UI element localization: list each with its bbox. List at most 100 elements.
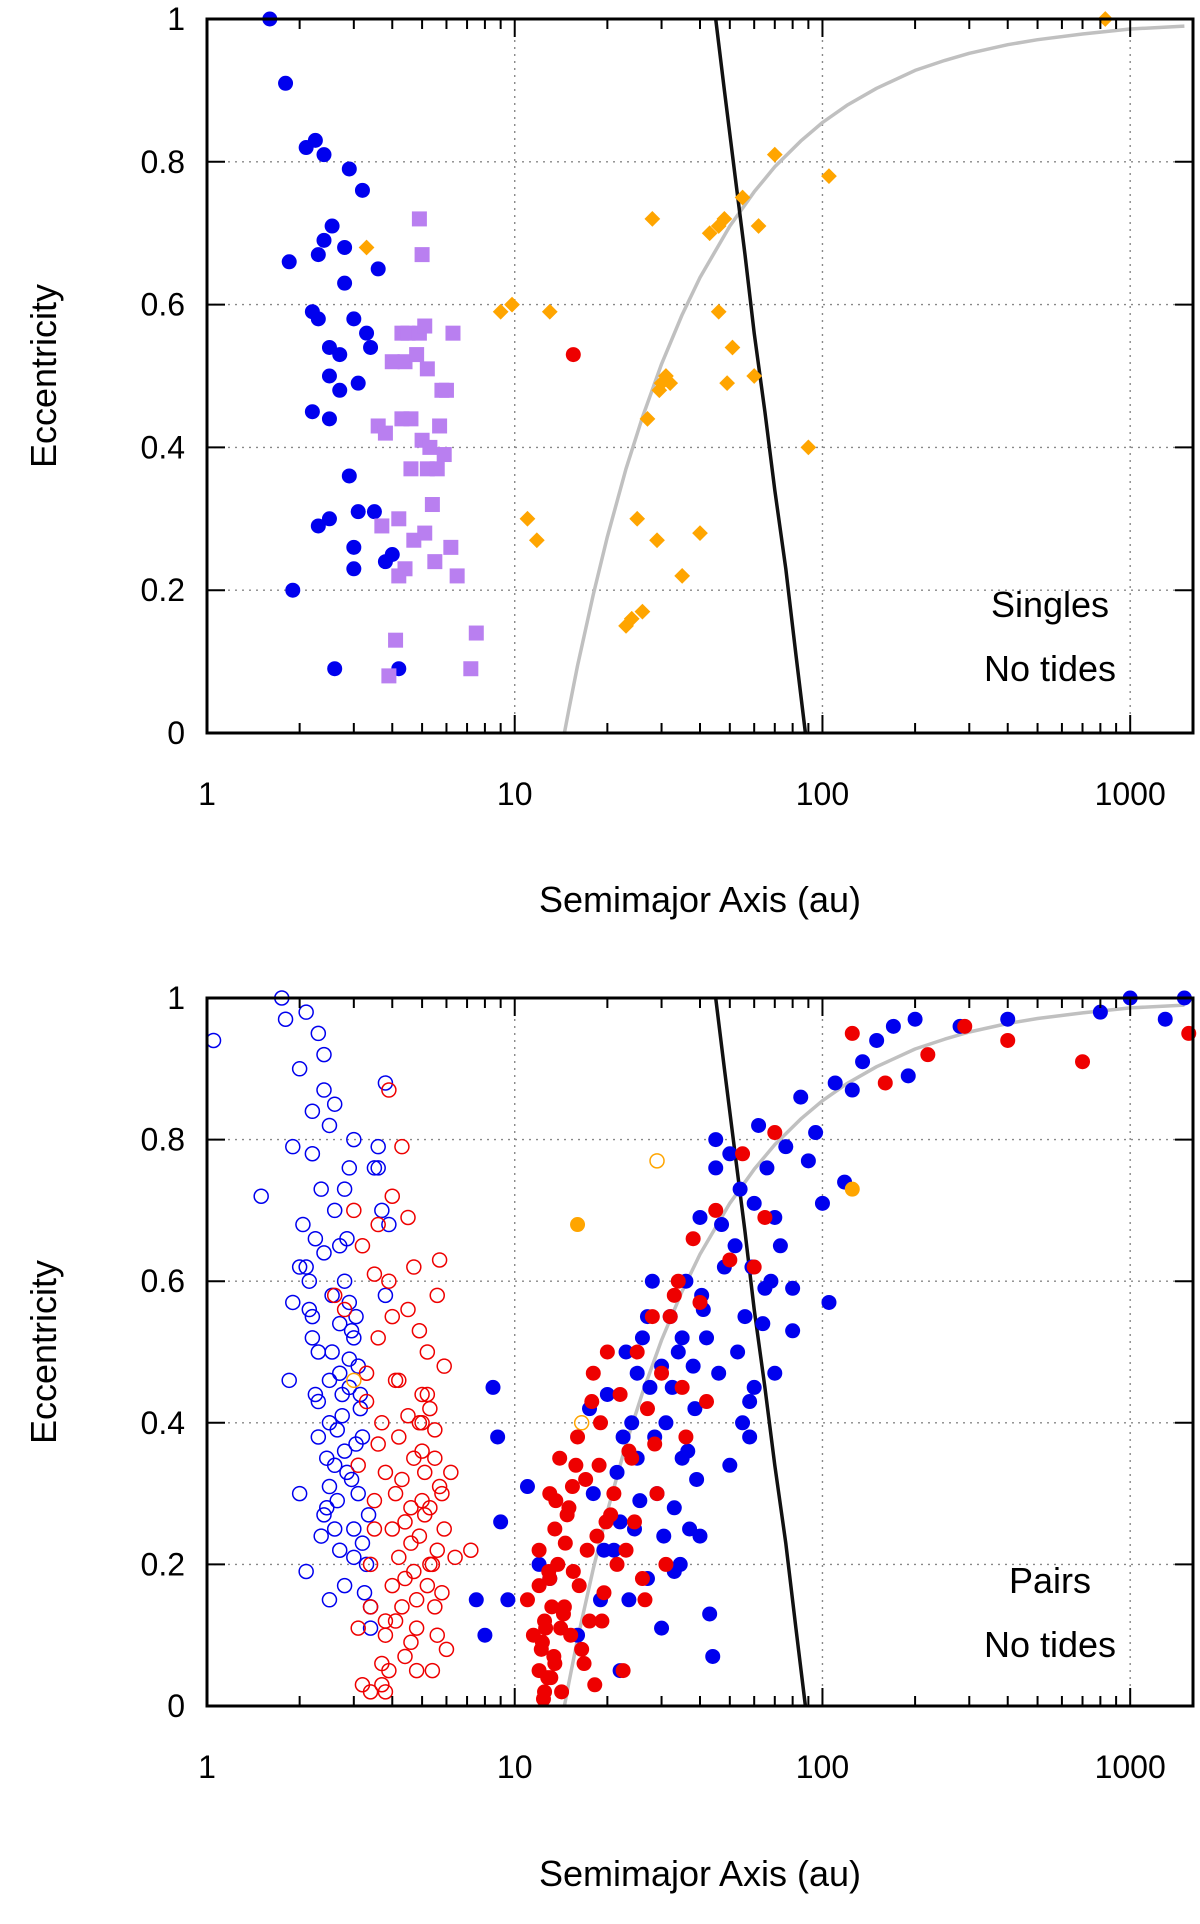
red-open-point (427, 1599, 443, 1615)
blue-open-point (298, 1004, 314, 1020)
red-filled-point (584, 1394, 600, 1410)
red-filled-point (639, 1401, 655, 1417)
blue-open-point (374, 1202, 390, 1219)
blue-filled-point (737, 1309, 753, 1325)
y-tick-label: 1 (167, 1, 185, 37)
red-open-point (384, 1521, 401, 1537)
red-filled-point (670, 1273, 686, 1289)
red-filled-point (594, 1613, 610, 1629)
red-filled-point (576, 1656, 592, 1672)
blue-open-point (377, 1287, 394, 1304)
blue-open-point (370, 1160, 386, 1176)
blue-filled-point (337, 239, 353, 255)
blue-open-point (319, 1500, 335, 1516)
red-filled-point (708, 1202, 724, 1218)
red-open-point (366, 1521, 383, 1537)
red-open-point (400, 1209, 416, 1226)
red-filled-point (538, 1620, 554, 1636)
blue-open-point (291, 1259, 308, 1275)
orange-filled-point (844, 1181, 860, 1197)
red-filled-point (559, 1507, 575, 1523)
blue-filled-point (599, 1386, 615, 1402)
red-filled-point (606, 1486, 622, 1502)
purple-squares-point (429, 461, 445, 477)
blue-filled-point (346, 561, 362, 577)
red-filled-point (574, 1641, 590, 1657)
blue-open-point (341, 1160, 358, 1176)
blue-filled-point (689, 1471, 705, 1487)
blue-open-point (339, 1230, 355, 1247)
purple-squares-point (438, 382, 454, 398)
blue-filled-point (742, 1394, 758, 1410)
red-filled-point (553, 1620, 569, 1636)
series-red-filled (519, 1018, 1197, 1707)
blue-open-point (301, 1301, 318, 1318)
blue-filled-point (332, 347, 348, 363)
red-open-point (463, 1542, 479, 1558)
blue-open-point (346, 1521, 362, 1537)
blue-open-point (362, 1620, 379, 1636)
purple-squares-point (374, 518, 390, 534)
purple-squares-point (468, 625, 484, 641)
purple-squares-point (409, 347, 425, 363)
red-filled-point (634, 1571, 650, 1587)
red-filled-point (568, 1457, 584, 1473)
blue-filled-point (337, 275, 353, 291)
red-filled-point (552, 1450, 568, 1466)
blue-open-point (321, 1117, 338, 1134)
blue-open-point (307, 1386, 324, 1403)
blue-filled-point (821, 1294, 837, 1310)
red-open-point (436, 1521, 452, 1537)
series-purple-squares (370, 211, 484, 684)
blue-open-point (336, 1577, 353, 1594)
blue-filled-point (722, 1457, 738, 1473)
blue-filled-point (907, 1011, 923, 1027)
purple-squares-point (424, 497, 440, 513)
red-open-point (403, 1500, 419, 1516)
blue-filled-point (670, 1344, 686, 1360)
red-filled-point (564, 1479, 580, 1495)
blue-filled-point (751, 1117, 767, 1133)
plot-frame (205, 17, 1195, 735)
blue-open-point (336, 1443, 353, 1459)
red-filled-point (647, 1436, 663, 1452)
red-filled-point (531, 1542, 547, 1558)
blue-open-point (291, 1485, 308, 1502)
red-filled-point (570, 1429, 586, 1445)
purple-squares-point (417, 318, 433, 334)
blue-filled-point (778, 1139, 794, 1155)
annotation-line-2: No tides (984, 1624, 1116, 1665)
blue-filled-point (800, 1153, 816, 1169)
blue-open-point (381, 1216, 397, 1233)
red-open-point (381, 1082, 397, 1098)
red-open-point (406, 1563, 422, 1580)
series-orange-filled (570, 1181, 860, 1233)
red-open-point (370, 1436, 386, 1452)
red-open-point (403, 1634, 419, 1651)
y-tick-label: 0.6 (141, 1263, 185, 1299)
blue-filled-point (363, 339, 379, 355)
red-open-point (384, 1577, 401, 1594)
red-filled-point (877, 1075, 893, 1091)
red-filled-point (547, 1521, 563, 1537)
red-open-point (387, 1613, 404, 1629)
series-red-open (326, 1082, 479, 1700)
purple-squares-point (381, 668, 397, 684)
data-points (205, 990, 1197, 1707)
purple-squares-point (463, 661, 479, 677)
red-filled-point (591, 1457, 607, 1473)
red-filled-point (674, 1379, 690, 1395)
blue-filled-point (900, 1068, 916, 1084)
purple-squares-point (432, 418, 448, 434)
blue-filled-point (714, 1217, 730, 1233)
blue-filled-point (370, 261, 386, 277)
orange-diamonds-point (821, 168, 837, 184)
blue-open-point (329, 1492, 345, 1509)
blue-open-point (348, 1308, 364, 1325)
blue-open-point (366, 1160, 383, 1176)
red-open-point (381, 1662, 397, 1679)
y-tick-label: 0.6 (141, 287, 185, 323)
blue-filled-point (354, 182, 370, 198)
blue-open-point (298, 1563, 314, 1580)
orange-filled-point (570, 1217, 586, 1233)
